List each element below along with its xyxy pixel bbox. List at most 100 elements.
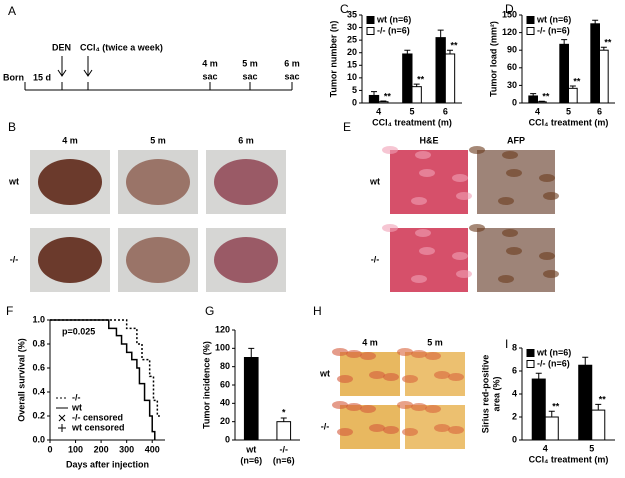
sac-label: sac — [202, 71, 217, 81]
legend-swatch — [366, 27, 375, 35]
tissue-texture — [469, 146, 485, 154]
sac-label: sac — [284, 71, 299, 81]
tissue-texture — [543, 192, 559, 200]
bar — [276, 421, 292, 441]
bar — [444, 53, 456, 104]
bar — [559, 43, 570, 104]
photo — [477, 228, 555, 292]
legend-label: wt (n=6) — [376, 14, 411, 24]
tissue-texture — [415, 229, 431, 237]
tissue-texture — [397, 401, 413, 409]
y-tick-label: 10 — [347, 72, 357, 82]
y-tick-label: 20 — [220, 416, 230, 426]
y-tick-label: 0.2 — [32, 410, 45, 420]
error-bar — [437, 29, 444, 38]
y-tick-label: 5 — [352, 85, 357, 95]
y-tick-label: 90 — [507, 45, 517, 55]
tissue-texture — [434, 424, 450, 432]
x-axis-label: CCl₄ treatment (m) — [529, 454, 609, 464]
tissue-texture — [360, 352, 376, 360]
y-axis-label: Tumor number (n) — [328, 21, 338, 98]
significance: ** — [573, 76, 581, 86]
significance: ** — [417, 75, 425, 85]
tissue-texture — [419, 169, 435, 177]
bar — [243, 357, 259, 441]
tissue-texture — [332, 348, 348, 356]
survival-line — [50, 319, 156, 440]
tissue-texture — [498, 197, 514, 205]
y-tick-label: 30 — [347, 22, 357, 32]
y-tick-label: 0 — [512, 97, 517, 107]
row-label: -/- — [371, 254, 380, 264]
tissue-texture — [469, 224, 485, 232]
tissue-texture — [456, 192, 472, 200]
bar — [435, 37, 446, 104]
x-tick-note: (n=6) — [273, 455, 295, 465]
tissue-texture — [402, 428, 418, 436]
tissue-texture — [346, 350, 362, 358]
panel-label: D — [505, 2, 514, 16]
x-tick-label: 6 — [597, 106, 602, 116]
legend-label: -/- — [72, 392, 81, 402]
photo — [390, 228, 468, 292]
panel-label: H — [313, 304, 322, 318]
panel-label: F — [6, 304, 13, 318]
tissue-texture — [411, 197, 427, 205]
timeline-arrows — [57, 56, 93, 77]
y-tick-label: 35 — [347, 9, 357, 19]
y-tick-label: 15 — [347, 60, 357, 70]
legend-marker — [58, 414, 66, 422]
timeline-gap: 15 d — [33, 72, 51, 82]
x-tick-label: 4 — [376, 106, 381, 116]
tissue-texture — [369, 371, 385, 379]
timeline-ccl4: CCl₄ (twice a week) — [80, 42, 163, 52]
tissue-texture — [402, 375, 418, 383]
significance: * — [282, 407, 286, 417]
x-tick-label: 5 — [566, 106, 571, 116]
x-tick-label: 5 — [409, 106, 414, 116]
tissue-texture — [506, 169, 522, 177]
tissue-texture — [448, 373, 464, 381]
legend-label: wt (n=6) — [536, 347, 571, 357]
y-axis-label: Tumor load (mm²) — [488, 21, 498, 97]
tissue-texture — [382, 224, 398, 232]
y-tick-label: 0.4 — [32, 386, 45, 396]
x-tick-label: 400 — [145, 444, 160, 454]
tissue-texture — [425, 405, 441, 413]
tissue-texture — [337, 375, 353, 383]
y-axis-label: Overall survival (%) — [16, 338, 26, 422]
significance: ** — [542, 92, 550, 102]
tissue-texture — [506, 247, 522, 255]
tissue-texture — [383, 426, 399, 434]
tissue-texture — [332, 401, 348, 409]
column-label: 4 m — [362, 337, 378, 347]
y-tick-label: 100 — [215, 343, 230, 353]
tissue-texture — [456, 270, 472, 278]
row-label: wt — [8, 176, 19, 186]
legend-marker — [58, 424, 66, 432]
timeline-den: DEN — [52, 42, 71, 52]
y-tick-label: 80 — [220, 361, 230, 371]
tissue-texture — [346, 403, 362, 411]
legend-swatch — [526, 349, 535, 357]
column-label: 6 m — [238, 135, 254, 145]
legend-label: -/- (n=6) — [537, 25, 570, 35]
y-tick-label: 60 — [220, 379, 230, 389]
x-tick-note: (n=6) — [240, 455, 262, 465]
bar — [568, 87, 578, 104]
tissue-texture — [539, 252, 555, 260]
bar — [402, 53, 413, 104]
significance: ** — [604, 38, 612, 48]
x-tick-label: 5 — [589, 443, 594, 453]
x-axis-label: Days after injection — [66, 459, 149, 469]
y-tick-label: 4 — [512, 388, 517, 398]
legend-label: wt (n=6) — [536, 14, 571, 24]
panel-label: E — [343, 120, 351, 134]
column-label: H&E — [419, 135, 438, 145]
tissue-texture — [448, 426, 464, 434]
liver — [214, 236, 278, 284]
tissue-texture — [397, 348, 413, 356]
y-tick-label: 150 — [502, 9, 517, 19]
bar — [531, 378, 546, 441]
tissue-texture — [411, 350, 427, 358]
